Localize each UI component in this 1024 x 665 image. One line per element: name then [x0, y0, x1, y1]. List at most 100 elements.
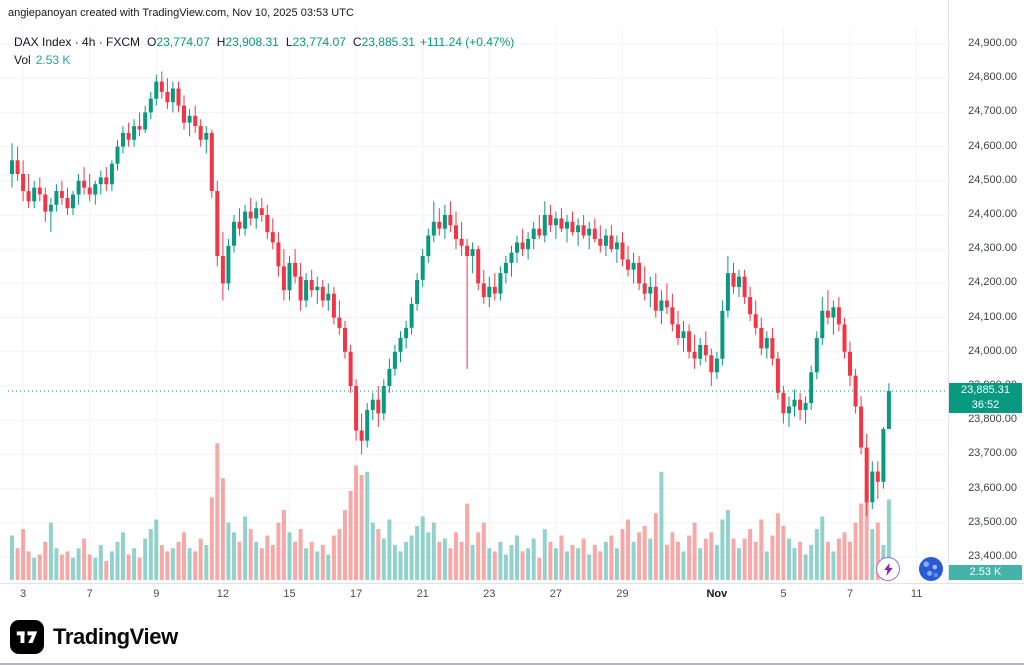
price-tick-label: 24,800.00	[968, 71, 1017, 84]
volume-bar	[576, 548, 581, 580]
candle	[71, 194, 75, 209]
volume-bar	[121, 532, 125, 580]
volume-bar	[170, 548, 175, 580]
candle	[687, 331, 692, 352]
volume-bar	[426, 532, 431, 580]
low-label: L	[285, 35, 293, 49]
volume-bar	[626, 519, 630, 580]
candle	[93, 184, 98, 195]
volume-bar	[492, 551, 497, 580]
candle	[170, 88, 175, 103]
price-tick-label: 23,800.00	[968, 413, 1017, 426]
candle	[798, 399, 803, 410]
volume-bar	[248, 529, 253, 580]
author-avatar[interactable]	[919, 557, 943, 581]
candle	[26, 191, 31, 202]
time-axis[interactable]: 3 7 9 12 15 17 21 23 27 29 Nov 5 7 11	[0, 584, 1024, 608]
candle	[676, 324, 680, 339]
price-tick-label: 23,600.00	[968, 481, 1017, 494]
candle	[842, 324, 847, 352]
candle	[276, 242, 281, 267]
volume-bar	[76, 548, 81, 580]
volume-bar	[365, 471, 370, 580]
volume-bar	[126, 554, 131, 580]
candle	[15, 160, 20, 174]
boost-button[interactable]	[876, 557, 900, 581]
volume-bar	[531, 538, 536, 580]
candle	[642, 283, 647, 294]
volume-label: Vol	[14, 53, 31, 67]
volume-bar	[331, 535, 336, 580]
volume-bar	[653, 513, 658, 580]
volume-bar	[520, 551, 525, 580]
candle	[709, 355, 714, 373]
candle	[648, 286, 653, 294]
volume-bar	[270, 545, 275, 580]
volume-bar	[93, 557, 98, 580]
volume-bar	[132, 548, 137, 580]
volume-legend[interactable]: Vol 2.53 K	[14, 53, 70, 67]
candle	[409, 303, 414, 328]
volume-bar	[348, 490, 353, 580]
candle	[465, 245, 470, 257]
candle	[553, 218, 558, 226]
volume-bar	[709, 532, 714, 580]
candle	[698, 345, 703, 359]
candle	[714, 358, 719, 373]
volume-bar	[198, 538, 203, 580]
volume-bar	[886, 499, 891, 580]
time-tick-label: 7	[86, 588, 93, 600]
volume-bar	[104, 560, 109, 580]
volume-bar	[65, 551, 70, 580]
candle	[820, 310, 825, 339]
volume-bar	[809, 545, 814, 580]
volume-bar	[692, 522, 697, 580]
candle	[326, 293, 331, 301]
price-tick-label: 23,500.00	[968, 515, 1017, 528]
candle	[82, 180, 87, 188]
tradingview-logo-link[interactable]: TradingView	[10, 620, 178, 654]
volume-series	[10, 443, 891, 580]
volume-bar	[803, 554, 808, 580]
candle	[659, 300, 664, 311]
volume-bar	[392, 545, 397, 580]
candle	[132, 126, 137, 140]
candle	[592, 228, 597, 239]
symbol-legend[interactable]: DAX Index · 4h · FXCM O23,774.07 H23,908.3…	[14, 35, 514, 49]
volume-bar	[10, 535, 14, 580]
candle	[492, 286, 497, 294]
time-tick-label: 3	[20, 588, 27, 600]
candle	[337, 317, 342, 328]
candle	[498, 273, 503, 294]
candle	[764, 338, 769, 349]
volume-bar	[387, 519, 392, 580]
price-tick-label: 23,400.00	[968, 550, 1017, 562]
volume-bar	[476, 532, 481, 580]
volume-bar	[204, 545, 209, 580]
candle	[576, 225, 581, 233]
candle	[354, 386, 359, 431]
price-axis[interactable]: 24,900.00 24,800.00 24,700.00 24,600.00 24,5…	[949, 0, 1024, 583]
candle	[753, 314, 758, 328]
volume-bar	[631, 541, 636, 580]
candle	[664, 300, 669, 308]
price-tick-label: 24,000.00	[968, 344, 1017, 357]
volume-bar	[376, 529, 381, 580]
time-tick-label: 5	[780, 588, 787, 600]
volume-bar	[875, 522, 880, 580]
candle	[620, 242, 625, 260]
volume-bar	[787, 538, 791, 580]
candle	[254, 208, 259, 219]
volume-bar	[143, 538, 148, 580]
volume-bar	[553, 548, 558, 580]
volume-bar	[193, 551, 198, 580]
volume-bar	[559, 535, 564, 580]
volume-bar	[159, 545, 164, 580]
volume-bar	[859, 503, 864, 580]
candle	[420, 256, 425, 280]
symbol-title[interactable]: DAX Index · 4h · FXCM	[14, 35, 141, 49]
candle	[725, 273, 730, 311]
volume-bar	[842, 532, 847, 580]
